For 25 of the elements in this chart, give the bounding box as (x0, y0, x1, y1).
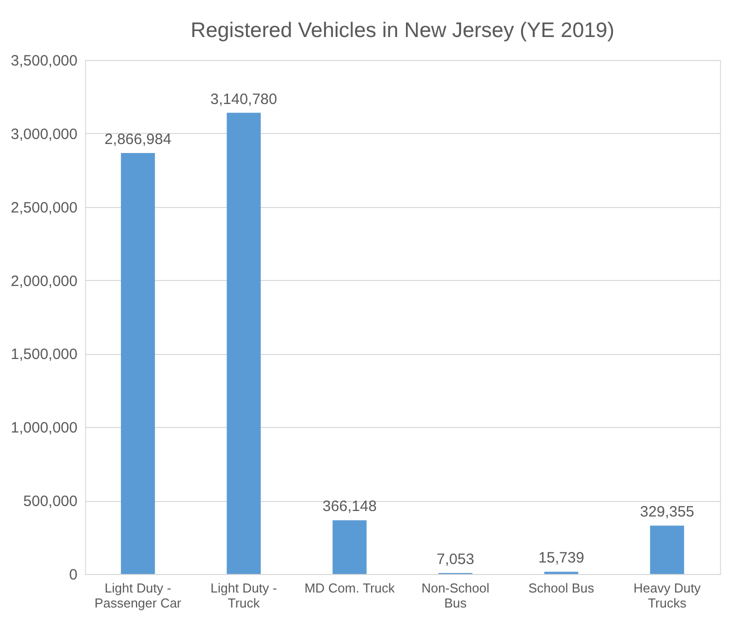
y-tick-label: 0 (69, 566, 78, 584)
bar (226, 112, 261, 574)
x-tick-label: Heavy Duty Trucks (633, 580, 702, 610)
data-label: 2,866,984 (104, 130, 172, 148)
x-tick-label: School Bus (528, 580, 595, 596)
bar (120, 152, 155, 574)
data-label: 329,355 (640, 504, 694, 521)
data-label: 366,148 (322, 498, 377, 516)
x-tick-label: Light Duty - Passenger Car (94, 580, 182, 610)
data-label: 3,140,780 (210, 90, 278, 108)
x-tick-label: MD Com. Truck (304, 580, 396, 596)
x-tick-label: Light Duty - Truck (210, 580, 277, 610)
x-tick-label: Non-School Bus (421, 580, 490, 610)
y-tick-label: 3,500,000 (10, 52, 78, 70)
y-tick-label: 3,000,000 (10, 126, 78, 143)
y-tick-label: 2,500,000 (10, 199, 78, 216)
y-tick-label: 2,000,000 (10, 272, 78, 290)
chart-title: Registered Vehicles in New Jersey (YE 2019) (190, 19, 614, 42)
bar (650, 526, 684, 574)
y-tick-label: 500,000 (23, 493, 78, 510)
data-label: 15,739 (538, 550, 584, 567)
bar (332, 520, 367, 574)
data-label: 7,053 (436, 550, 474, 568)
y-tick-label: 1,000,000 (10, 420, 78, 437)
y-tick-label: 1,500,000 (10, 346, 78, 364)
